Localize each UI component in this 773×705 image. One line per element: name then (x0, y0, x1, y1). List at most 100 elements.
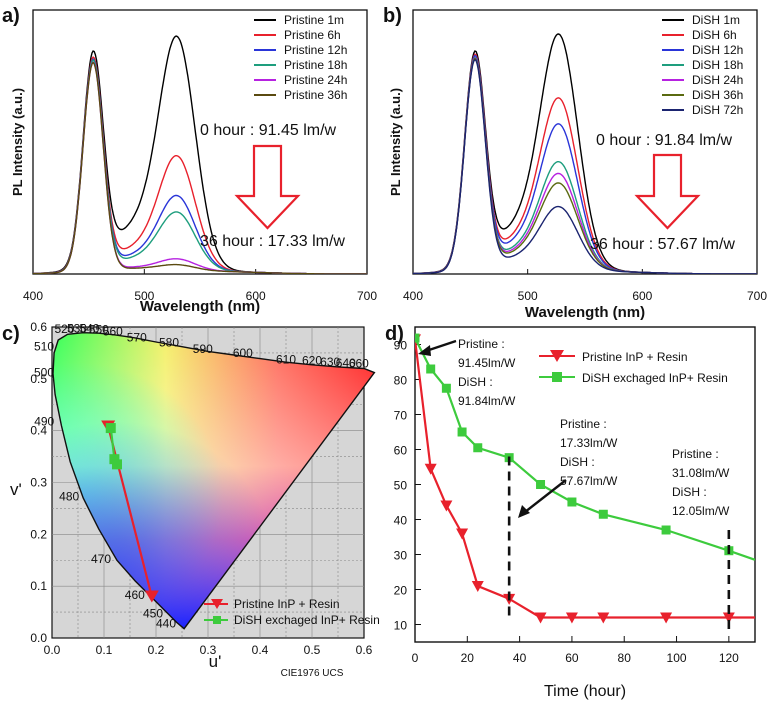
spectrum-line (413, 58, 757, 274)
wavelength-label: 530 (67, 322, 87, 336)
annotation-line: 57.67lm/W (560, 474, 618, 488)
wavelength-label: 590 (193, 342, 213, 356)
legend-label: DiSH 12h (692, 43, 743, 57)
x-tick-label: 0.1 (96, 643, 113, 657)
x-tick-label: 0.5 (304, 643, 321, 657)
x-tick-label: 600 (632, 289, 652, 303)
legend-label: Pristine InP + Resin (234, 597, 340, 611)
y-tick-label: 10 (394, 619, 408, 633)
data-point-square (661, 525, 671, 535)
wavelength-label: 560 (103, 324, 123, 338)
plot-frame-a (32, 9, 368, 275)
axis-ticks-d: 0 20 40 60 80 100 120 10 20 30 40 50 60 70 80 90 (394, 339, 740, 666)
legend-d: Pristine InP + Resin DiSH exchaged InP+ R… (539, 350, 728, 385)
panel-c: c) 4404504604704804905005105205305405505… (2, 320, 380, 679)
x-tick-label: 120 (719, 651, 739, 665)
legend-marker-square (552, 372, 562, 382)
annotation-line: 31.08lm/W (672, 466, 730, 480)
data-point-square (457, 427, 467, 437)
data-point-triangle (144, 590, 159, 603)
y-axis-label-a: PL Intensity (a.u.) (10, 88, 25, 196)
y-tick-label: 30 (394, 549, 408, 563)
y-axis-label-c: v' (10, 480, 22, 499)
annotations-d: Pristine : 91.45lm/W DiSH : 91.84lm/W Pristi… (418, 337, 730, 518)
x-ticks-b: 400 500 600 700 (403, 269, 767, 303)
data-point-triangle (722, 612, 735, 624)
wavelength-label: 580 (159, 336, 179, 350)
wavelength-label: 520 (54, 322, 74, 336)
x-tick-label: 700 (747, 289, 767, 303)
data-point-square (112, 459, 122, 470)
cie-horseshoe (52, 331, 376, 630)
panel-label-a: a) (2, 5, 20, 27)
down-arrow-icon (234, 144, 301, 230)
x-tick-label: 0.6 (356, 643, 373, 657)
y-tick-label: 0.3 (30, 476, 47, 490)
data-point-square (415, 333, 420, 343)
spectra-a (33, 35, 367, 274)
data-point-square (441, 383, 451, 393)
panel-label-c: c) (2, 323, 20, 345)
annotation-line: 17.33lm/W (560, 436, 618, 450)
annotation-bottom-a: 36 hour : 17.33 lm/w (200, 233, 345, 250)
wavelength-label: 450 (143, 606, 163, 620)
y-tick-label: 70 (394, 409, 408, 423)
data-point-triangle (440, 500, 453, 512)
x-tick-label: 0 (412, 651, 419, 665)
x-tick-label: 0.2 (148, 643, 165, 657)
x-tick-label: 400 (23, 289, 43, 303)
axis-ticks-c: 0.0 0.1 0.2 0.3 0.4 0.5 0.6 0.0 0.1 0.2 0.3 0.4 0.5 0… (30, 320, 372, 657)
legend-label: Pristine 18h (284, 58, 347, 72)
annotation-line: 91.84lm/W (458, 394, 516, 408)
y-tick-label: 20 (394, 584, 408, 598)
data-point-triangle (534, 612, 547, 624)
plot-frame-b (412, 9, 758, 275)
wavelength-label: 570 (127, 331, 147, 345)
annotation-line: Pristine : (672, 447, 719, 461)
legend-marker-triangle (550, 350, 564, 362)
series-line (415, 339, 755, 619)
x-tick-label: 400 (403, 289, 423, 303)
panel-label-d: d) (385, 323, 404, 345)
x-axis-label-d: Time (hour) (544, 683, 626, 700)
x-axis-label-c: u' (209, 652, 222, 671)
legend-label: DiSH 36h (692, 88, 743, 102)
x-tick-label: 80 (618, 651, 632, 665)
x-tick-label: 0.3 (200, 643, 217, 657)
x-axis-label-b: Wavelength (nm) (525, 304, 645, 321)
x-tick-label: 500 (134, 289, 154, 303)
y-tick-label: 0.0 (30, 631, 47, 645)
legend-marker-triangle (211, 599, 223, 609)
wavelength-label: 540 (79, 322, 99, 336)
panel-label-b: b) (383, 5, 402, 27)
wavelength-label: 630 (320, 355, 340, 369)
annotation-arrow (425, 339, 457, 353)
data-point-triangle (597, 612, 610, 624)
panel-b: b) 400 500 600 700 Wavelength (nm) PL Inten… (383, 5, 767, 321)
panel-a: a) 400 500 600 700 Wavelength (nm) PL Inten… (2, 5, 377, 315)
legend-label: DiSH 6h (692, 28, 737, 42)
x-axis-label-a: Wavelength (nm) (140, 298, 260, 315)
legend-label: DiSH 18h (692, 58, 743, 72)
y-tick-label: 0.2 (30, 527, 47, 541)
x-tick-label: 0.0 (44, 643, 61, 657)
x-tick-label: 700 (357, 289, 377, 303)
y-tick-label: 40 (394, 514, 408, 528)
y-axis-label-b: PL Intensity (a.u.) (388, 88, 403, 196)
y-tick-label: 80 (394, 374, 408, 388)
x-tick-label: 60 (565, 651, 579, 665)
annotation-line: Pristine : (458, 337, 505, 351)
legend-label: Pristine 6h (284, 28, 341, 42)
wavelength-label: 460 (125, 588, 145, 602)
legend-label: Pristine 24h (284, 73, 347, 87)
legend-marker-square (213, 616, 221, 624)
spectrum-line (33, 61, 367, 274)
data-point-square (105, 423, 116, 434)
legend-label: Pristine 36h (284, 88, 347, 102)
cie-blue-overlay (53, 332, 375, 629)
wavelength-label: 660 (349, 356, 369, 370)
annotation-top-b: 0 hour : 91.84 lm/w (596, 132, 733, 149)
spectra-b (413, 33, 757, 274)
